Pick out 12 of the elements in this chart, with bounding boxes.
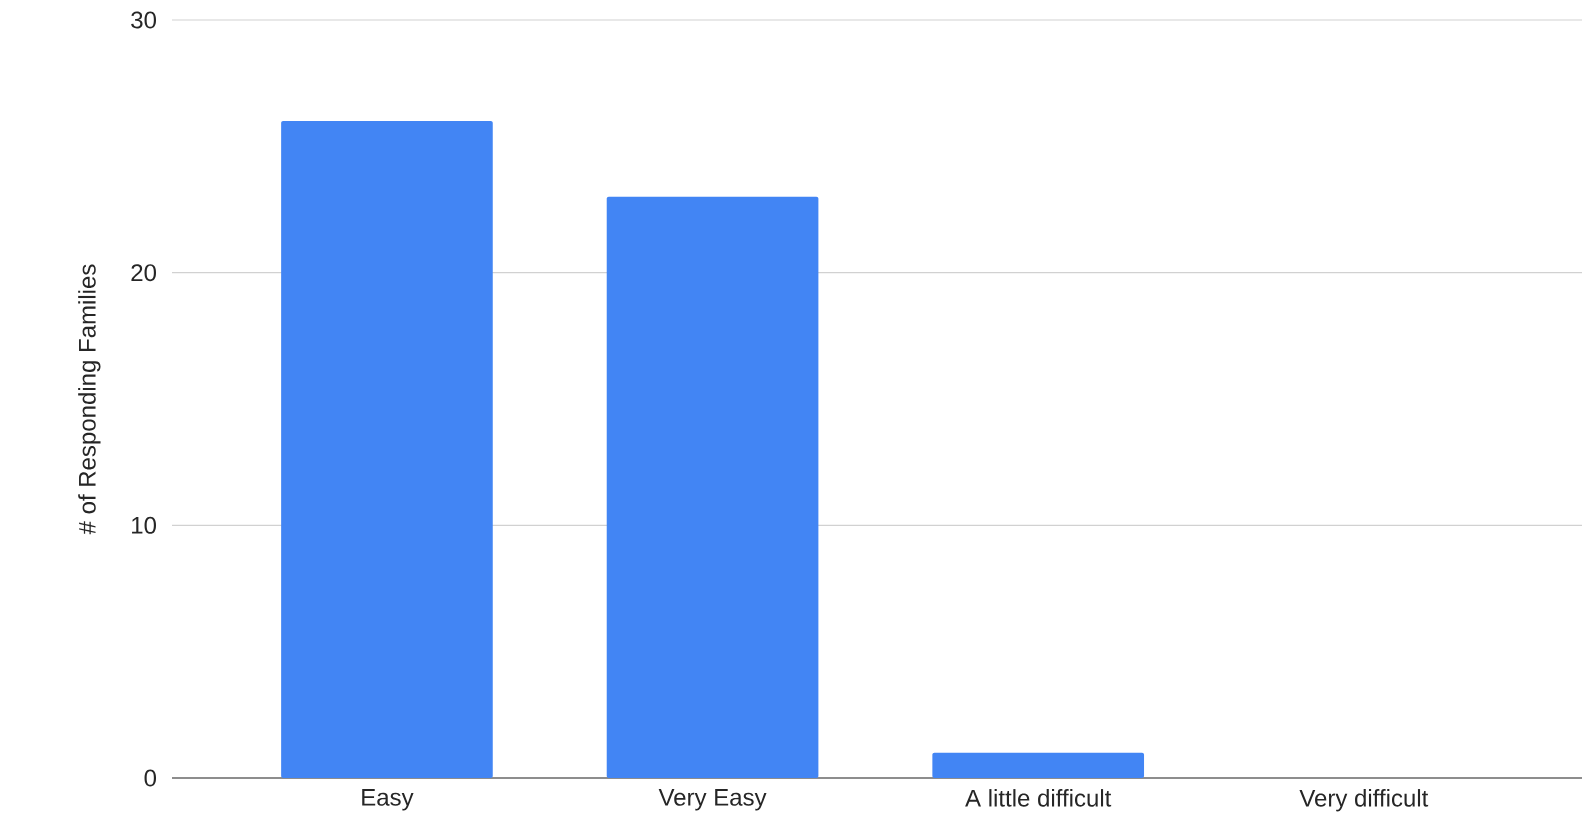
bar bbox=[932, 752, 1145, 779]
y-axis-title: # of Responding Families bbox=[78, 264, 101, 535]
y-tick-label: 10 bbox=[132, 516, 157, 534]
x-tick-label: Very Easy bbox=[658, 789, 767, 811]
y-tick-label: 30 bbox=[131, 11, 157, 29]
bar bbox=[281, 121, 493, 779]
y-tick-label: 20 bbox=[131, 264, 157, 282]
x-tick-label: A little difficult bbox=[965, 789, 1112, 807]
bar bbox=[606, 196, 819, 779]
y-tick-label: 0 bbox=[144, 769, 157, 787]
x-tick-label: Easy bbox=[362, 789, 414, 811]
x-tick-label: Very difficult bbox=[1299, 789, 1429, 812]
